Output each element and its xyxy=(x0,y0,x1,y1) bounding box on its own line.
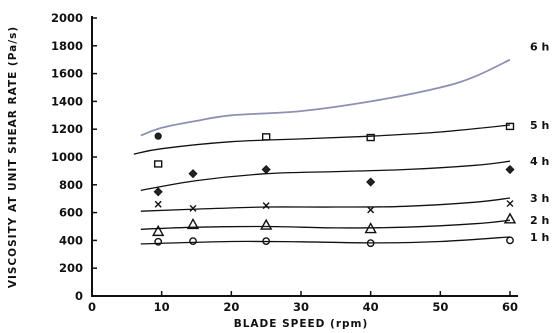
data-point-triangle xyxy=(503,212,517,224)
data-point-circle xyxy=(154,237,163,246)
data-point-square xyxy=(261,133,271,141)
y-tick-label: 200 xyxy=(59,261,83,275)
data-point-triangle xyxy=(151,224,165,237)
x-marker-stroke xyxy=(154,200,162,208)
series-curve xyxy=(140,236,511,245)
series-curve xyxy=(140,197,511,212)
series-curves xyxy=(133,58,511,245)
y-tick-label: 1600 xyxy=(51,67,83,81)
data-point-diamond xyxy=(366,177,376,187)
x-tick-label: 10 xyxy=(154,300,170,314)
data-point-triangle xyxy=(259,218,273,230)
x-tick-label: 60 xyxy=(502,300,518,314)
y-tick-label: 1000 xyxy=(51,150,83,164)
series-label: 6 h xyxy=(530,40,549,53)
y-tick-label: 600 xyxy=(59,206,83,220)
data-point-square xyxy=(153,160,163,168)
y-axis-title: VISCOSITY AT UNIT SHEAR RATE (Pa/s) xyxy=(7,26,19,288)
data-point-diamond xyxy=(505,164,515,175)
data-point-diamond xyxy=(153,187,163,197)
y-axis-ticks: 0 200 400 600 800 1000 1200 1400 1600 1800 2000 xyxy=(51,11,97,303)
series-curve xyxy=(140,58,511,137)
x-tick-label: 0 xyxy=(88,300,96,314)
x-tick-label: 30 xyxy=(293,300,309,314)
data-point-diamond xyxy=(261,164,271,175)
x-marker-stroke xyxy=(262,202,270,210)
x-marker-stroke xyxy=(367,206,375,214)
series-label: 1 h xyxy=(530,231,549,244)
data-point-circle xyxy=(506,236,514,245)
data-point-x xyxy=(367,206,375,214)
data-point-x xyxy=(189,204,197,212)
y-tick-label: 0 xyxy=(75,289,83,303)
series-label: 3 h xyxy=(530,192,549,205)
series-label: 2 h xyxy=(530,214,549,227)
y-tick-label: 1400 xyxy=(51,94,83,108)
y-tick-label: 2000 xyxy=(51,11,83,25)
x-tick-label: 40 xyxy=(363,300,379,314)
series-labels: 1 h 2 h 3 h 4 h 5 h 6 h xyxy=(530,40,549,243)
y-tick-label: 1200 xyxy=(51,122,83,136)
y-tick-label: 400 xyxy=(59,233,83,247)
data-point-octagon xyxy=(154,132,162,140)
data-point-circle xyxy=(189,237,197,245)
y-tick-label: 800 xyxy=(59,178,83,192)
x-marker-stroke xyxy=(506,200,514,208)
data-point-triangle xyxy=(186,217,200,230)
series-label: 4 h xyxy=(530,155,549,168)
x-marker-stroke xyxy=(189,204,197,212)
x-tick-label: 50 xyxy=(432,300,448,314)
x-axis-title: BLADE SPEED (rpm) xyxy=(234,318,369,330)
data-point-x xyxy=(506,200,514,208)
data-point-triangle xyxy=(364,222,377,234)
data-point-circle xyxy=(262,237,271,245)
series-label: 5 h xyxy=(530,119,549,132)
series-curve xyxy=(133,124,511,155)
y-tick-label: 1800 xyxy=(51,39,83,53)
data-point-square xyxy=(505,122,515,131)
data-point-square xyxy=(366,133,375,142)
x-axis-ticks: 0 10 20 30 40 50 60 xyxy=(88,291,518,314)
data-point-x xyxy=(154,200,162,208)
data-point-x xyxy=(262,202,270,210)
data-point-circle xyxy=(366,239,375,248)
x-tick-label: 20 xyxy=(223,300,239,314)
series-curve xyxy=(140,160,511,192)
data-point-diamond xyxy=(188,169,198,179)
series-points xyxy=(151,122,517,248)
